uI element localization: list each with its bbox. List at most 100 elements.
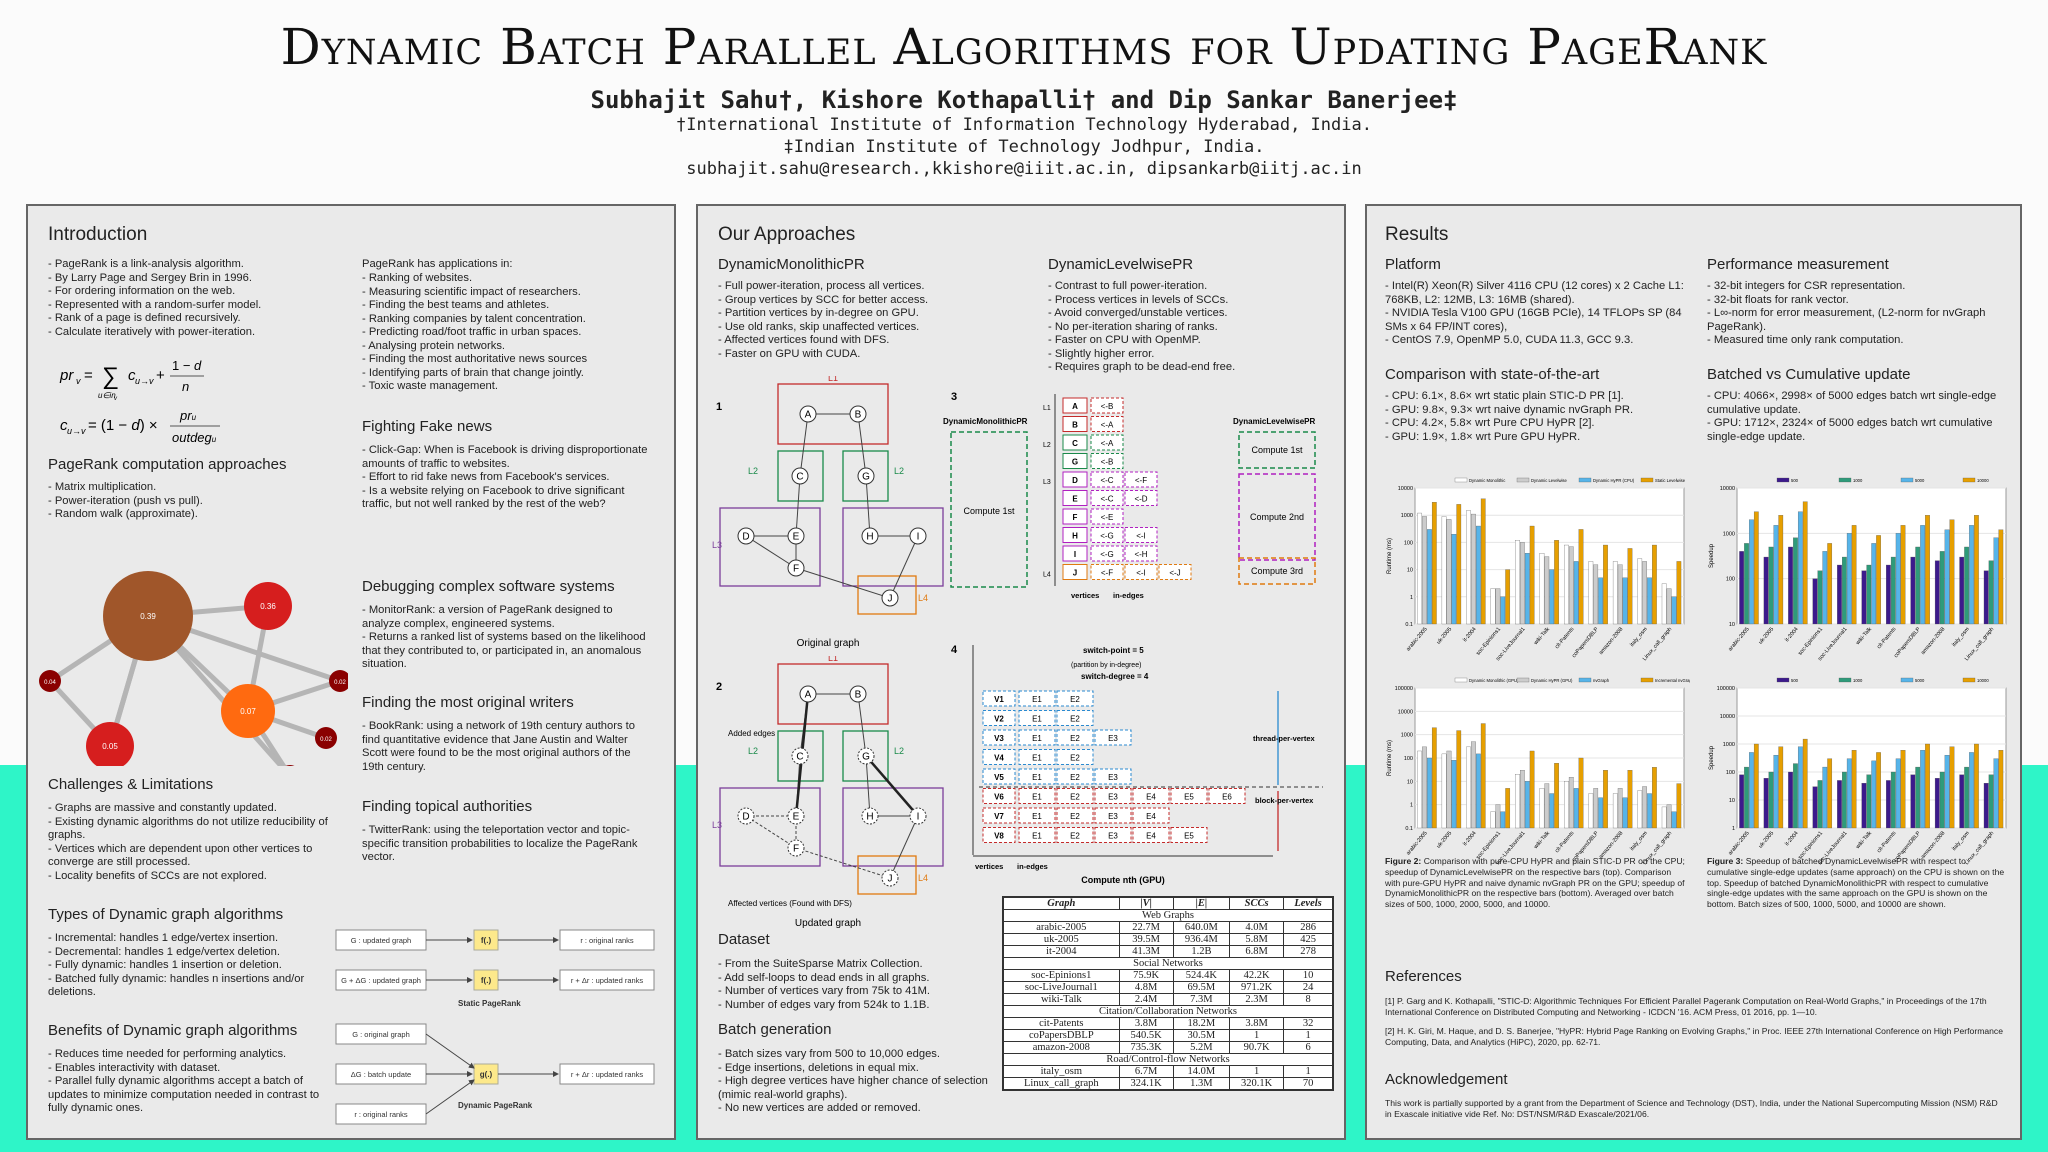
edge-cell-label: <-C <box>1100 495 1113 504</box>
bar <box>1920 525 1925 625</box>
list-item: Represented with a random-surfer model. <box>48 299 348 313</box>
edge-cell-label: <-A <box>1101 439 1114 448</box>
challenges-title: Challenges & Limitations <box>48 776 214 793</box>
vertex-cell-label: V6 <box>994 793 1004 802</box>
table-cell: coPapersDBLP <box>1002 1029 1120 1042</box>
bar <box>1871 760 1877 829</box>
table-cell: 3.8M <box>1229 1017 1285 1030</box>
compute-box <box>1238 557 1316 585</box>
list-item: MonitorRank: a version of PageRank desig… <box>362 604 652 631</box>
bar <box>1456 504 1462 625</box>
poster-title: Dynamic Batch Parallel Algorithms for Up… <box>280 18 1768 76</box>
legend-swatch <box>1776 677 1790 683</box>
table-cell: italy_osm <box>1002 1065 1120 1078</box>
graph-node-label: 0.07 <box>240 707 256 716</box>
bar <box>1944 529 1950 625</box>
edge-cell <box>1056 729 1094 746</box>
bar <box>1827 543 1833 625</box>
vertex-cell-label: I <box>1074 550 1076 559</box>
edge-cell <box>1018 788 1056 804</box>
scc-box <box>842 730 889 782</box>
references-title: References <box>1385 968 1462 985</box>
bar <box>1676 783 1682 829</box>
bar <box>1949 746 1955 829</box>
list-item: Faster on GPU with CUDA. <box>718 348 1018 362</box>
bar <box>1451 534 1457 625</box>
svg-text:outdegu: outdegu <box>172 430 217 445</box>
bar <box>1593 564 1599 625</box>
bar <box>1622 797 1628 829</box>
scc-box <box>842 450 889 502</box>
list-item: BookRank: using a network of 19th centur… <box>362 720 652 774</box>
vertex-cell <box>1062 545 1088 562</box>
graph-node <box>103 571 193 661</box>
bar <box>1939 551 1945 625</box>
list-item: Reduces time needed for performing analy… <box>48 1048 338 1062</box>
bar <box>1427 529 1432 625</box>
table-row: soc-Epinions1 75.9K 524.4K 42.2K 10 <box>1002 969 1334 982</box>
bar <box>1802 738 1808 829</box>
bar <box>1564 781 1569 829</box>
scc-box <box>842 507 944 587</box>
bar <box>1861 782 1867 829</box>
list-item: Number of edges vary from 524k to 1.1B. <box>718 999 998 1013</box>
bar <box>1661 583 1667 625</box>
svg-text:c: c <box>128 367 136 384</box>
edge-cell <box>1094 827 1132 843</box>
bar <box>1788 546 1793 625</box>
dyn-out: r + Δr : updated ranks <box>571 1070 644 1079</box>
category-label: soc-Epinions1 <box>1797 626 1824 656</box>
graph-vertex <box>737 807 755 825</box>
edge-cell <box>1124 527 1158 543</box>
bar <box>1846 758 1852 829</box>
tick-label: 100 <box>1726 770 1735 776</box>
list-item: Partition vertices by in-degree on GPU. <box>718 307 1018 321</box>
list-item: Intel(R) Xeon(R) Silver 4116 CPU (12 cor… <box>1385 280 1685 307</box>
bar <box>1837 564 1842 625</box>
list-item: Faster on CPU with OpenMP. <box>1048 334 1338 348</box>
scc-box <box>857 855 917 895</box>
list-item: Use old ranks, skip unaffected vertices. <box>718 321 1018 335</box>
bar <box>1500 811 1506 829</box>
legend-label: Dynamic Levelwise <box>1531 478 1568 483</box>
edge-cell <box>1094 807 1132 824</box>
list-item: Ranking of websites. <box>362 272 662 286</box>
svg-text:pr: pr <box>59 367 74 384</box>
edge-cell-label: <-E <box>1101 513 1114 522</box>
figure-caption: Updated graph <box>795 918 861 929</box>
legend-label: 500 <box>1791 478 1799 483</box>
edge-cell <box>1056 710 1094 726</box>
bar <box>1812 578 1818 625</box>
scc-box <box>777 450 824 502</box>
dyn-caption: Dynamic PageRank <box>458 1101 533 1110</box>
vertex-cell-label: V7 <box>994 812 1004 821</box>
list-item: Locality benefits of SCCs are not explor… <box>48 870 338 884</box>
list-item: GPU: 9.8×, 9.3× wrt naive dynamic nvGrap… <box>1385 404 1685 418</box>
bar <box>1475 525 1481 625</box>
edge-cell-label: E1 <box>1032 715 1042 724</box>
vertex-cell <box>1062 397 1088 414</box>
updated-graph-figure: 2L1L2L2L3L3L4ABCGDEHIFJAdded edgesAffect… <box>712 656 944 929</box>
switch-point-label: switch-point = 5 <box>1083 646 1144 655</box>
static-out1: r : original ranks <box>580 936 634 945</box>
compute-label: Compute 1st <box>1251 445 1303 455</box>
bar <box>1910 774 1916 829</box>
vertex-cell <box>982 788 1016 804</box>
list-item: Vertices which are dependent upon other … <box>48 843 338 870</box>
vertex-label: A <box>805 410 812 421</box>
tick-label: 1 <box>1410 595 1413 601</box>
category-label: italy_osm <box>1951 626 1971 648</box>
edge-cell-label: <-J <box>1169 569 1180 578</box>
category-label: wiki-Talk <box>1532 626 1551 647</box>
list-item: NVIDIA Tesla V100 GPU (16GB PCIe), 14 TF… <box>1385 307 1685 334</box>
static-caption: Static PageRank <box>458 999 521 1008</box>
svg-text:=: = <box>84 367 93 384</box>
tick-label: 1000 <box>1723 531 1735 537</box>
svg-text:v: v <box>76 376 81 386</box>
category-label: wiki-Talk <box>1532 830 1551 851</box>
category-label: italy_osm <box>1629 626 1649 648</box>
batchcum-list: CPU: 4066×, 2998× of 5000 edges batch wr… <box>1707 390 2007 444</box>
table-group: Citation/Collaboration Networks <box>1002 1005 1334 1018</box>
edge-cell <box>1090 471 1124 488</box>
figure-number: 3 <box>951 391 957 403</box>
